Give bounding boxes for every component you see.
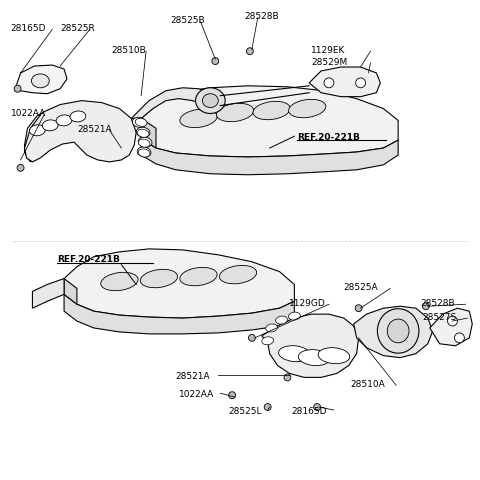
Polygon shape [64,279,77,305]
Text: 28525L: 28525L [228,406,262,415]
Ellipse shape [135,119,147,127]
Ellipse shape [180,268,217,286]
Ellipse shape [140,270,178,288]
Text: 28525R: 28525R [60,24,95,33]
Ellipse shape [278,346,310,362]
Text: 28525B: 28525B [171,16,205,25]
Polygon shape [33,279,64,309]
Ellipse shape [288,100,326,119]
Ellipse shape [29,126,45,136]
Ellipse shape [356,79,366,89]
Polygon shape [354,307,433,358]
Text: REF.20-221B: REF.20-221B [57,255,120,264]
Polygon shape [430,309,472,346]
Text: 1022AA: 1022AA [11,109,46,118]
Ellipse shape [262,337,274,345]
Text: 28521A: 28521A [176,371,210,380]
Ellipse shape [203,95,218,108]
Ellipse shape [32,75,49,89]
Text: 28527S: 28527S [423,312,457,321]
Text: 28528B: 28528B [244,12,278,21]
Ellipse shape [387,319,409,343]
Ellipse shape [17,165,24,172]
Ellipse shape [422,303,429,310]
Polygon shape [309,68,380,97]
Ellipse shape [137,130,149,138]
Ellipse shape [313,404,321,411]
Text: 1129GD: 1129GD [289,298,326,307]
Ellipse shape [264,404,271,411]
Polygon shape [24,101,136,163]
Text: 28521A: 28521A [77,124,111,133]
Ellipse shape [447,316,457,326]
Text: 1022AA: 1022AA [179,389,214,398]
Polygon shape [24,108,117,163]
Ellipse shape [219,266,257,284]
Ellipse shape [324,79,334,89]
Text: 1129EK: 1129EK [311,46,346,55]
Ellipse shape [253,102,290,120]
Ellipse shape [42,120,58,132]
Ellipse shape [137,148,151,158]
Text: 28510A: 28510A [351,379,385,388]
Ellipse shape [138,150,150,158]
Ellipse shape [284,374,291,381]
Text: 28529M: 28529M [311,58,348,66]
Ellipse shape [70,112,86,123]
Ellipse shape [249,335,255,342]
Ellipse shape [228,392,236,399]
Ellipse shape [266,324,277,332]
Polygon shape [14,66,67,95]
Ellipse shape [377,309,419,353]
Ellipse shape [180,110,217,128]
Ellipse shape [246,48,253,56]
Ellipse shape [212,59,219,65]
Ellipse shape [138,140,150,148]
Ellipse shape [288,312,300,321]
Polygon shape [141,86,398,157]
Ellipse shape [318,348,349,364]
Polygon shape [141,119,156,149]
Polygon shape [131,89,218,119]
Text: 28528B: 28528B [420,298,455,307]
Ellipse shape [101,273,138,291]
Ellipse shape [56,116,72,127]
Ellipse shape [195,89,225,114]
Polygon shape [64,250,294,318]
Ellipse shape [299,350,330,366]
Text: 28165D: 28165D [11,24,46,33]
Polygon shape [64,295,294,334]
Ellipse shape [138,138,152,148]
Polygon shape [262,314,359,378]
Text: 28510B: 28510B [111,46,146,55]
Text: REF.20-221B: REF.20-221B [297,132,360,142]
Ellipse shape [216,104,254,122]
Ellipse shape [14,86,21,93]
Ellipse shape [455,333,464,343]
Ellipse shape [355,305,362,312]
Text: 28525A: 28525A [344,282,378,291]
Ellipse shape [276,316,288,324]
Polygon shape [141,139,398,175]
Ellipse shape [136,128,150,138]
Text: 28165D: 28165D [291,406,327,415]
Ellipse shape [132,118,146,128]
